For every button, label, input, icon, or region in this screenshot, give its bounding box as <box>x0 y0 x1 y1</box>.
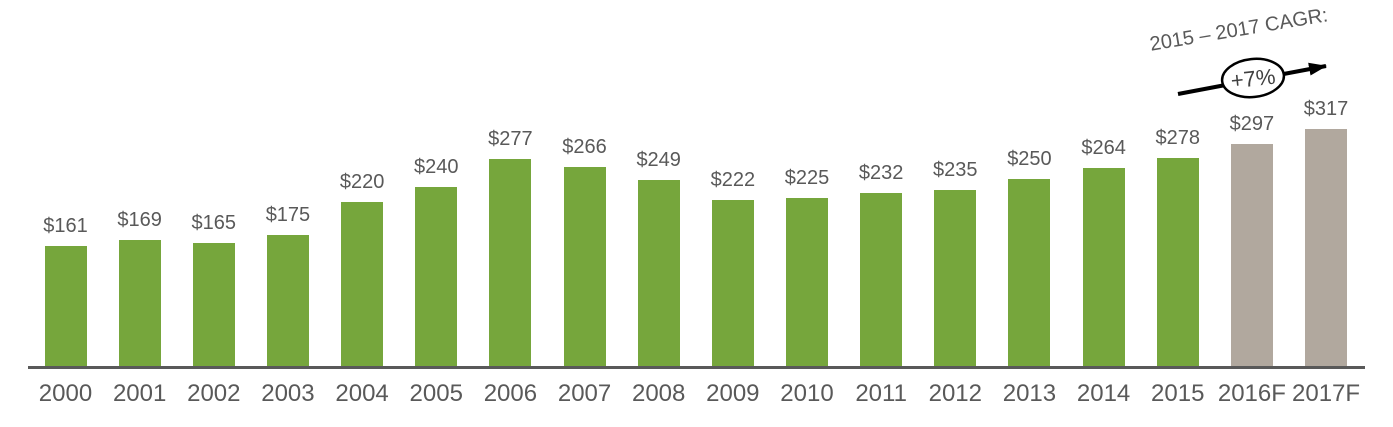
bar-value-label: $169 <box>117 209 162 231</box>
x-axis-tick-label: 2003 <box>261 380 315 407</box>
bar-value-label: $278 <box>1155 127 1201 149</box>
bar-value-label: $161 <box>43 215 88 237</box>
bar-value-label: $225 <box>784 167 830 189</box>
bar-value-label: $232 <box>858 162 904 184</box>
bar <box>341 202 384 367</box>
x-axis-tick-label: 2014 <box>1076 380 1131 407</box>
bar-value-label: $266 <box>562 136 607 158</box>
cagr-annotation-label: 2015 – 2017 CAGR: <box>1148 4 1330 56</box>
bar-value-label: $297 <box>1229 113 1275 135</box>
x-axis-tick-label: 2017F <box>1292 380 1361 407</box>
bar <box>637 180 680 367</box>
x-axis-tick-label: 2000 <box>38 380 93 407</box>
bar-value-label: $235 <box>933 159 978 181</box>
bar <box>934 190 977 367</box>
bar <box>192 243 235 367</box>
x-axis-tick-label: 2011 <box>855 380 907 407</box>
bar <box>1156 158 1199 367</box>
x-axis-tick-label: 2002 <box>187 380 241 407</box>
bar <box>489 159 532 367</box>
x-axis-tick-label: 2009 <box>706 380 760 407</box>
x-axis-tick-label: 2010 <box>780 380 834 407</box>
bar-value-label: $264 <box>1081 137 1126 159</box>
x-axis-tick-label: 2016F <box>1217 380 1286 407</box>
x-axis-tick-label: 2012 <box>928 380 982 407</box>
bar-value-label: $249 <box>636 149 681 171</box>
x-axis-line <box>28 366 1365 369</box>
bar-value-label: $175 <box>265 204 311 226</box>
x-axis-tick-label: 2001 <box>112 380 167 407</box>
bar <box>266 235 309 367</box>
bar <box>786 198 828 367</box>
x-axis-tick-label: 2007 <box>557 380 612 407</box>
bar <box>1082 168 1125 367</box>
bar-value-label: $220 <box>339 171 385 193</box>
cagr-value: +7% <box>1230 64 1277 94</box>
cagr-trend-arrow: +7% <box>1177 57 1327 99</box>
bar-forecast <box>1230 144 1273 367</box>
bar <box>711 200 754 367</box>
bar-value-label: $222 <box>710 169 756 191</box>
bar-value-label: $250 <box>1007 148 1052 170</box>
x-axis-tick-label: 2006 <box>483 380 538 407</box>
bar-value-label: $165 <box>191 212 237 234</box>
bar <box>860 193 903 367</box>
bar-value-label: $317 <box>1303 98 1349 120</box>
cagr-ellipse <box>1220 57 1286 99</box>
bar-value-label: $240 <box>414 156 459 178</box>
bar <box>44 246 87 367</box>
bar-forecast <box>1305 129 1348 367</box>
bar <box>415 187 458 367</box>
bar <box>563 167 606 367</box>
x-axis-tick-label: 2013 <box>1002 380 1057 407</box>
x-axis-tick-label: 2015 <box>1151 380 1205 407</box>
x-axis-tick-label: 2005 <box>409 380 463 407</box>
bar <box>1008 179 1051 367</box>
x-axis-tick-label: 2008 <box>631 380 686 407</box>
x-axis-tick-label: 2004 <box>335 380 389 407</box>
bar <box>118 240 161 367</box>
bar-value-label: $277 <box>488 128 533 150</box>
